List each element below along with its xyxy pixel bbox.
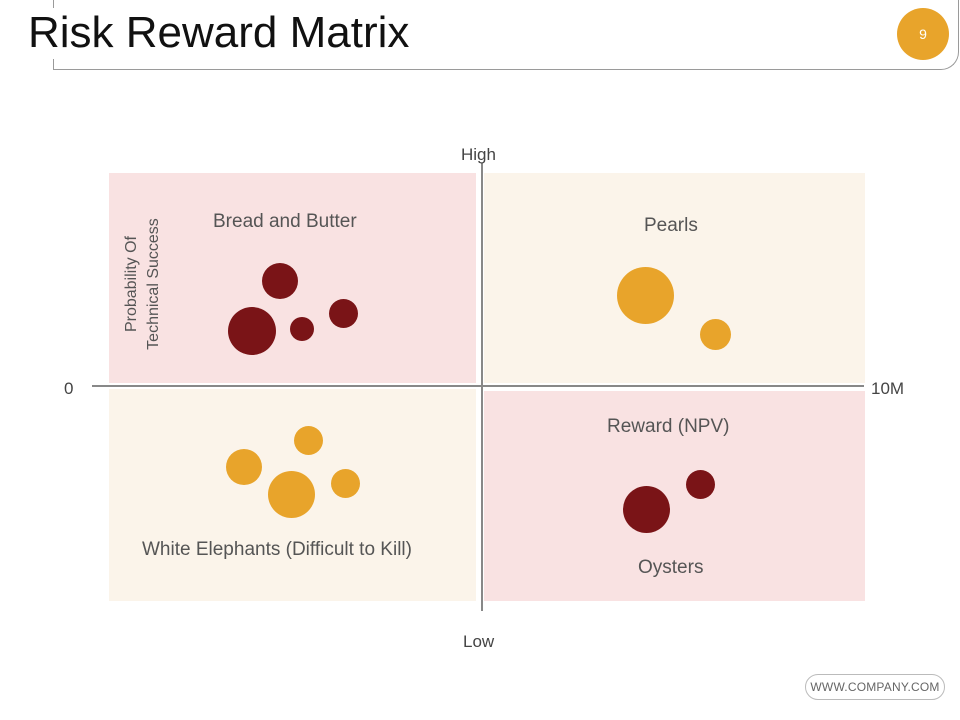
y-axis-title-line2: Technical Success: [145, 218, 162, 350]
y-axis-title: Probability Of Technical Success: [110, 200, 176, 368]
bubble-bread-butter-3: [290, 317, 314, 341]
bubble-oysters-2: [623, 486, 670, 533]
bubble-pearls-1: [617, 267, 674, 324]
bubble-bread-butter-4: [329, 299, 358, 328]
quadrant-top-right: [484, 173, 865, 383]
bubble-bread-butter-1: [262, 263, 298, 299]
quadrant-label-bread-and-butter: Bread and Butter: [213, 211, 357, 232]
y-axis-title-line1: Probability Of: [123, 235, 140, 333]
x-axis-title-reward: Reward (NPV): [607, 416, 730, 437]
axis-label-zero: 0: [64, 379, 74, 398]
quadrant-label-pearls: Pearls: [644, 215, 698, 236]
axis-label-low: Low: [463, 632, 495, 651]
company-url-text: WWW.COMPANY.COM: [810, 680, 940, 694]
bubble-white-elephants-1: [294, 426, 323, 455]
company-url-link[interactable]: WWW.COMPANY.COM: [805, 674, 945, 700]
axis-label-10m: 10M: [871, 379, 905, 398]
axis-label-high: High: [461, 145, 496, 164]
bubble-oysters-1: [686, 470, 715, 499]
page-number: 9: [919, 26, 927, 42]
slide-title: Risk Reward Matrix: [28, 8, 414, 59]
bubble-pearls-2: [700, 319, 731, 350]
bubble-bread-butter-2: [228, 307, 276, 355]
quadrant-label-oysters: Oysters: [638, 557, 704, 578]
bubble-white-elephants-3: [268, 471, 315, 518]
quadrant-bottom-right: [484, 391, 865, 601]
bubble-white-elephants-4: [331, 469, 360, 498]
page-number-badge: 9: [897, 8, 949, 60]
vertical-axis-line: [481, 163, 483, 611]
bubble-white-elephants-2: [226, 449, 262, 485]
quadrant-label-white-elephants: White Elephants (Difficult to Kill): [142, 539, 412, 560]
horizontal-axis-line: [92, 385, 864, 387]
